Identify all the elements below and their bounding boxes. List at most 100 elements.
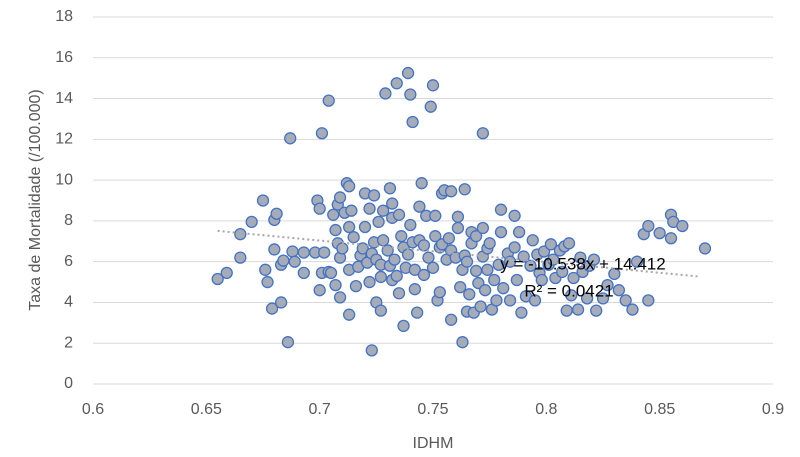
- point: [386, 197, 399, 210]
- point: [281, 336, 295, 349]
- y-tick-label: 12: [55, 131, 73, 148]
- point: [580, 292, 594, 305]
- point: [544, 238, 558, 251]
- point: [408, 283, 422, 296]
- point: [429, 230, 442, 243]
- point: [297, 246, 310, 259]
- point: [474, 300, 487, 313]
- point: [469, 264, 483, 277]
- point: [508, 209, 521, 222]
- point: [322, 94, 335, 107]
- point: [336, 242, 349, 255]
- point: [376, 204, 390, 217]
- y-tick-label: 14: [55, 90, 73, 107]
- point: [444, 185, 458, 198]
- point: [512, 225, 526, 239]
- point: [664, 232, 678, 245]
- point: [401, 66, 415, 80]
- point: [372, 215, 385, 229]
- point: [401, 248, 415, 261]
- point: [524, 259, 537, 272]
- point: [356, 242, 369, 255]
- point: [587, 253, 601, 266]
- point: [630, 255, 644, 268]
- point: [619, 294, 632, 307]
- point: [288, 255, 301, 268]
- point: [508, 241, 521, 254]
- point: [234, 251, 247, 264]
- point: [571, 303, 585, 316]
- point: [494, 203, 508, 216]
- point: [469, 230, 483, 243]
- x-tick-label: 0.6: [82, 401, 104, 418]
- point: [442, 232, 456, 245]
- point: [515, 306, 528, 319]
- point: [286, 245, 299, 258]
- point: [483, 237, 496, 250]
- point: [349, 279, 363, 293]
- point: [560, 304, 573, 317]
- x-tick-label: 0.85: [644, 401, 675, 418]
- x-tick-label: 0.7: [309, 401, 331, 418]
- point: [488, 273, 501, 287]
- point: [590, 304, 603, 317]
- point: [490, 294, 503, 307]
- point: [562, 237, 576, 250]
- point: [596, 292, 610, 305]
- point: [426, 79, 440, 92]
- point: [510, 273, 524, 287]
- point: [458, 183, 471, 196]
- point: [220, 266, 233, 280]
- point: [342, 308, 356, 321]
- point: [698, 242, 712, 255]
- point: [277, 254, 290, 267]
- point: [234, 227, 247, 241]
- point: [608, 267, 621, 281]
- point: [383, 182, 397, 195]
- point: [313, 284, 326, 297]
- point: [381, 244, 394, 257]
- y-tick-label: 18: [55, 8, 73, 25]
- y-tick-label: 8: [64, 212, 73, 229]
- point: [415, 177, 428, 190]
- x-tick-label: 0.75: [417, 401, 448, 418]
- x-axis-label: IDHM: [413, 435, 454, 452]
- point: [392, 208, 406, 221]
- point: [497, 282, 510, 295]
- y-tick-label: 16: [55, 49, 73, 66]
- point: [612, 284, 626, 297]
- point: [422, 251, 435, 264]
- point: [374, 270, 388, 284]
- point: [259, 263, 272, 276]
- point: [433, 286, 446, 299]
- point: [417, 239, 431, 252]
- point: [313, 202, 326, 215]
- point: [574, 251, 587, 264]
- point: [528, 294, 542, 307]
- point: [318, 246, 331, 259]
- y-tick-label: 2: [64, 334, 73, 351]
- point: [494, 225, 508, 239]
- point: [284, 132, 297, 145]
- trendline-r2: R² = 0.0421: [524, 281, 613, 300]
- point: [424, 100, 437, 113]
- point: [342, 220, 356, 234]
- point: [478, 284, 492, 297]
- point: [454, 281, 467, 294]
- trendline: [217, 229, 701, 278]
- point: [365, 344, 378, 357]
- point: [345, 204, 358, 217]
- y-tick-label: 4: [64, 294, 73, 311]
- point: [390, 77, 403, 90]
- point: [481, 263, 494, 276]
- point: [451, 221, 465, 235]
- point: [261, 275, 274, 289]
- point: [413, 200, 426, 213]
- point: [503, 294, 517, 307]
- point: [626, 303, 639, 316]
- y-tick-label: 6: [64, 253, 73, 270]
- x-tick-label: 0.9: [762, 401, 784, 418]
- point: [451, 210, 465, 223]
- point: [374, 304, 388, 317]
